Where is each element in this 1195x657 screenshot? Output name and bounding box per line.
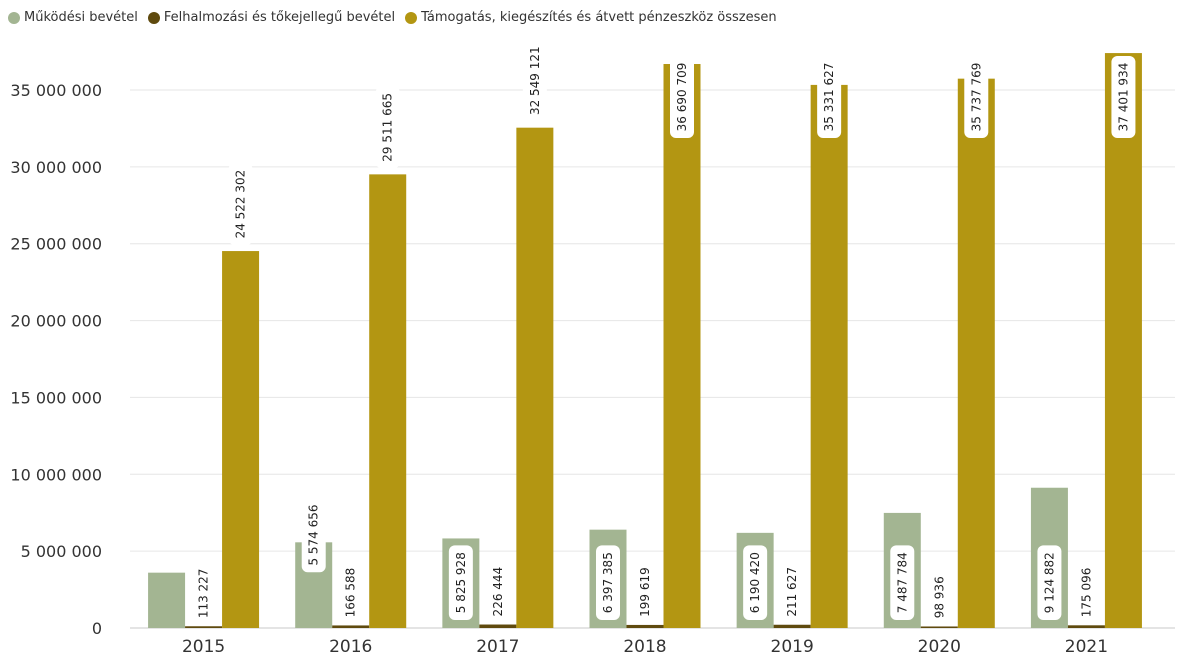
bar-1 <box>1067 625 1105 628</box>
bar-2 <box>810 84 848 629</box>
y-tick-label: 35 000 000 <box>10 81 102 100</box>
y-tick-label: 0 <box>92 619 102 638</box>
legend-label-mukodesi: Működési bevétel <box>24 10 138 25</box>
data-label: 226 444 <box>491 567 505 617</box>
data-label-bg <box>1074 562 1099 623</box>
data-label-bg <box>301 497 326 573</box>
y-tick-label: 30 000 000 <box>10 158 102 177</box>
legend-item-felhalmozasi[interactable]: Felhalmozási és tőkejellegű bevétel <box>147 10 396 25</box>
data-label-bg <box>817 56 842 138</box>
legend-dot-mukodesi <box>8 11 20 24</box>
data-label-bg <box>485 561 510 622</box>
data-label-bg <box>1111 56 1136 138</box>
data-label-bg <box>448 545 473 620</box>
data-label: 9 124 882 <box>1042 552 1056 613</box>
data-label: 35 331 627 <box>822 63 836 132</box>
data-label: 175 096 <box>1079 568 1093 618</box>
bar-1 <box>626 624 664 628</box>
x-tick-label: 2015 <box>182 637 225 653</box>
data-label-bg <box>743 545 768 620</box>
y-tick-label: 15 000 000 <box>10 388 102 407</box>
data-label: 211 627 <box>785 567 799 617</box>
y-tick-label: 5 000 000 <box>21 542 102 561</box>
data-label-bg <box>522 39 547 122</box>
data-label-bg <box>633 562 657 622</box>
data-label: 7 487 784 <box>895 552 909 613</box>
data-label: 37 401 934 <box>1116 63 1130 132</box>
data-label: 6 397 385 <box>601 552 615 613</box>
data-label-bg <box>191 563 216 624</box>
bar-2 <box>516 127 554 628</box>
data-label: 29 511 665 <box>381 93 395 162</box>
bar-2 <box>1104 53 1142 628</box>
y-tick-label: 25 000 000 <box>10 235 102 254</box>
data-label: 36 690 709 <box>675 63 689 132</box>
data-label-bg <box>964 56 989 138</box>
data-label: 32 549 121 <box>528 46 542 115</box>
x-tick-label: 2019 <box>771 637 814 653</box>
data-label-bg <box>1037 545 1062 620</box>
bar-2 <box>957 78 995 629</box>
legend-label-tamogatas: Támogatás, kiegészítés és átvett pénzesz… <box>421 10 777 25</box>
data-label-bg <box>890 545 915 620</box>
data-label-bg <box>338 562 363 623</box>
data-label-bg <box>596 545 620 620</box>
x-tick-label: 2016 <box>329 637 372 653</box>
bar-1 <box>773 624 811 628</box>
x-tick-label: 2021 <box>1065 637 1108 653</box>
data-label-bg <box>375 86 400 169</box>
data-label: 6 190 420 <box>748 552 762 613</box>
data-label: 199 619 <box>638 567 652 617</box>
bar-0 <box>148 572 186 628</box>
bar-1 <box>185 626 223 628</box>
bar-1 <box>920 626 958 628</box>
data-label: 98 936 <box>932 576 946 618</box>
y-tick-label: 10 000 000 <box>10 465 102 484</box>
bar-2 <box>222 251 260 628</box>
legend-item-mukodesi[interactable]: Működési bevétel <box>8 10 138 25</box>
bar-2 <box>663 64 701 628</box>
legend-item-tamogatas[interactable]: Támogatás, kiegészítés és átvett pénzesz… <box>405 10 777 25</box>
y-tick-label: 20 000 000 <box>10 312 102 331</box>
bar-1 <box>332 625 370 628</box>
bar-1 <box>479 624 517 628</box>
data-label: 35 737 769 <box>969 63 983 132</box>
data-label-bg <box>927 571 952 624</box>
bar-2 <box>369 174 407 628</box>
x-tick-label: 2017 <box>476 637 519 653</box>
x-tick-label: 2020 <box>918 637 961 653</box>
data-label-bg <box>670 56 694 138</box>
legend-dot-felhalmozasi <box>147 11 160 24</box>
data-label: 5 825 928 <box>454 552 468 613</box>
data-label: 5 574 656 <box>307 504 321 565</box>
x-tick-label: 2018 <box>623 637 666 653</box>
data-label: 113 227 <box>197 569 211 619</box>
data-label-bg <box>780 561 805 622</box>
legend-dot-tamogatas <box>405 11 418 24</box>
legend-label-felhalmozasi: Felhalmozási és tőkejellegű bevétel <box>163 10 396 25</box>
legend: Működési bevétel Felhalmozási és tőkejel… <box>8 10 777 25</box>
data-label-bg <box>228 163 253 246</box>
data-label: 24 522 302 <box>234 170 248 239</box>
data-label: 166 588 <box>344 568 358 618</box>
